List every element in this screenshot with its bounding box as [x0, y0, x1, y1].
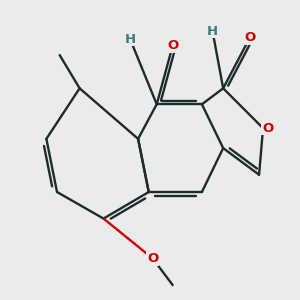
Text: H: H — [207, 25, 218, 38]
Text: O: O — [147, 252, 158, 265]
Text: O: O — [244, 31, 255, 44]
Text: O: O — [262, 122, 273, 135]
Text: H: H — [124, 33, 136, 46]
Text: O: O — [167, 39, 178, 52]
